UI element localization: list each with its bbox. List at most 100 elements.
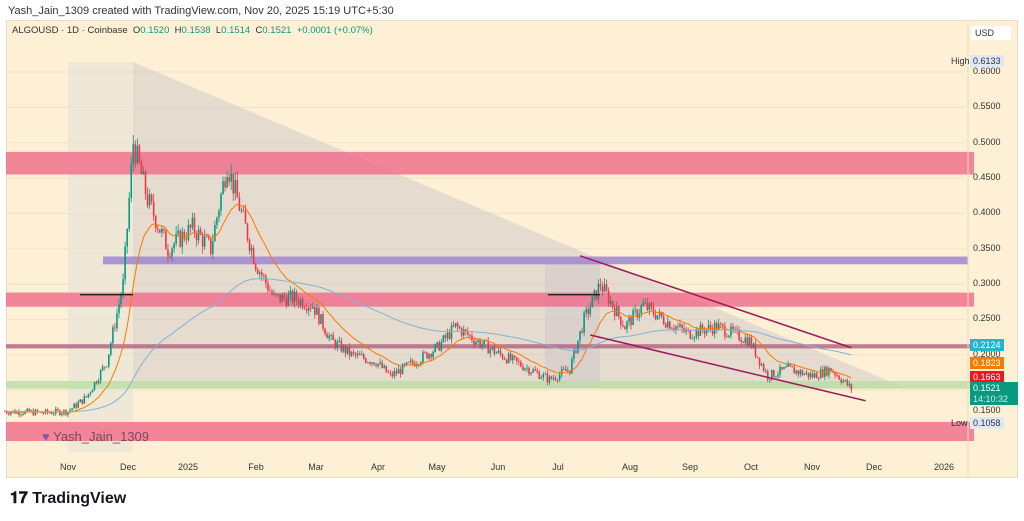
candle-body (648, 303, 651, 310)
candle-body (216, 217, 218, 226)
candle-body (365, 358, 367, 363)
candle-body (622, 325, 624, 327)
candle-body (438, 342, 441, 351)
candle-body (662, 316, 665, 324)
candle-body (367, 362, 369, 364)
candle-body (664, 323, 667, 328)
candle-body (316, 307, 318, 315)
currency-button[interactable]: USD (971, 26, 1011, 40)
candle-body (748, 337, 751, 346)
candle-body (324, 328, 326, 334)
candle-body (591, 296, 594, 308)
candle-body (350, 351, 353, 356)
candle-body (758, 357, 761, 366)
candle-body (750, 337, 753, 348)
candle-body (603, 284, 606, 292)
candle-body (422, 352, 424, 363)
candle-body (152, 201, 155, 216)
candle-body (654, 314, 657, 320)
candle-body (764, 370, 767, 372)
candle-body (48, 412, 51, 414)
chart-credit: Yash_Jain_1309 created with TradingView.… (8, 5, 394, 17)
candle-body (32, 410, 35, 416)
candle-body (144, 171, 147, 194)
candle-body (336, 341, 339, 349)
candle-body (363, 354, 365, 359)
high-value: 0.1538 (181, 25, 211, 36)
candle-body (387, 372, 390, 373)
candle-body (146, 193, 149, 206)
candle-body (189, 224, 192, 228)
candle-body (185, 239, 188, 241)
time-tick: 2026 (933, 462, 955, 472)
candle-body (793, 367, 796, 374)
candle-body (658, 311, 661, 316)
candle-body (314, 306, 316, 315)
candle-body (518, 361, 520, 362)
candle-body (67, 411, 69, 415)
candle-body (599, 284, 602, 287)
candle-body (540, 377, 543, 379)
candle-body (293, 291, 296, 303)
candle-body (819, 369, 822, 379)
time-tick: Apr (370, 462, 386, 472)
candle-body (360, 354, 363, 356)
candle-body (609, 301, 612, 304)
price-tag: 0.1823 (970, 357, 1004, 369)
candle-body (640, 305, 643, 314)
candle-body (203, 236, 206, 247)
candle-body (634, 309, 636, 311)
candle-body (636, 309, 638, 318)
candle-body (799, 370, 802, 375)
candle-body (273, 293, 275, 295)
candle-body (99, 370, 102, 381)
candle-body (118, 304, 120, 314)
candle-body (822, 369, 824, 377)
candle-body (811, 373, 814, 378)
candle-body (181, 231, 184, 247)
candle-body (469, 334, 471, 336)
price-tick: 0.5000 (973, 136, 1001, 147)
price-zone (103, 256, 968, 265)
wedge-trendline (590, 334, 866, 402)
candle-body (312, 306, 314, 309)
candle-body (230, 173, 232, 182)
candle-body (534, 369, 536, 371)
candle-body (601, 286, 604, 292)
candle-body (795, 370, 798, 374)
candle-body (171, 248, 173, 257)
candle-body (520, 361, 522, 367)
candle-body (395, 371, 398, 374)
candle-body (356, 353, 359, 356)
candle-body (467, 331, 469, 335)
close-label: C (255, 25, 263, 36)
candle-body (530, 372, 532, 374)
candle-body (165, 230, 167, 250)
candle-body (730, 326, 732, 336)
candle-body (742, 342, 745, 343)
candle-body (305, 308, 308, 311)
candle-body (777, 374, 779, 377)
candle-body (620, 316, 622, 326)
candle-body (403, 364, 406, 365)
candle-body (509, 353, 512, 361)
candle-body (516, 357, 518, 362)
candle-body (297, 300, 300, 305)
candle-body (271, 291, 273, 295)
candle-body (567, 370, 569, 372)
symbol-name[interactable]: ALGOUSD · 1D · Coinbase (12, 25, 128, 36)
candle-body (628, 317, 630, 322)
change-value: +0.0001 (+0.07%) (296, 25, 373, 36)
candle-body (330, 335, 332, 336)
candle-body (97, 380, 100, 384)
candle-body (177, 230, 179, 234)
candle-body (556, 379, 559, 381)
tradingview-logo[interactable]: 𝟏𝟕 TradingView (10, 490, 126, 508)
candle-body (752, 343, 755, 348)
high-price-label: 0.6133 (970, 54, 1004, 67)
candle-body (89, 392, 92, 394)
candle-body (505, 359, 508, 364)
candle-body (840, 379, 842, 383)
price-tag: 0.2124 (970, 339, 1004, 351)
candle-body (483, 340, 485, 345)
